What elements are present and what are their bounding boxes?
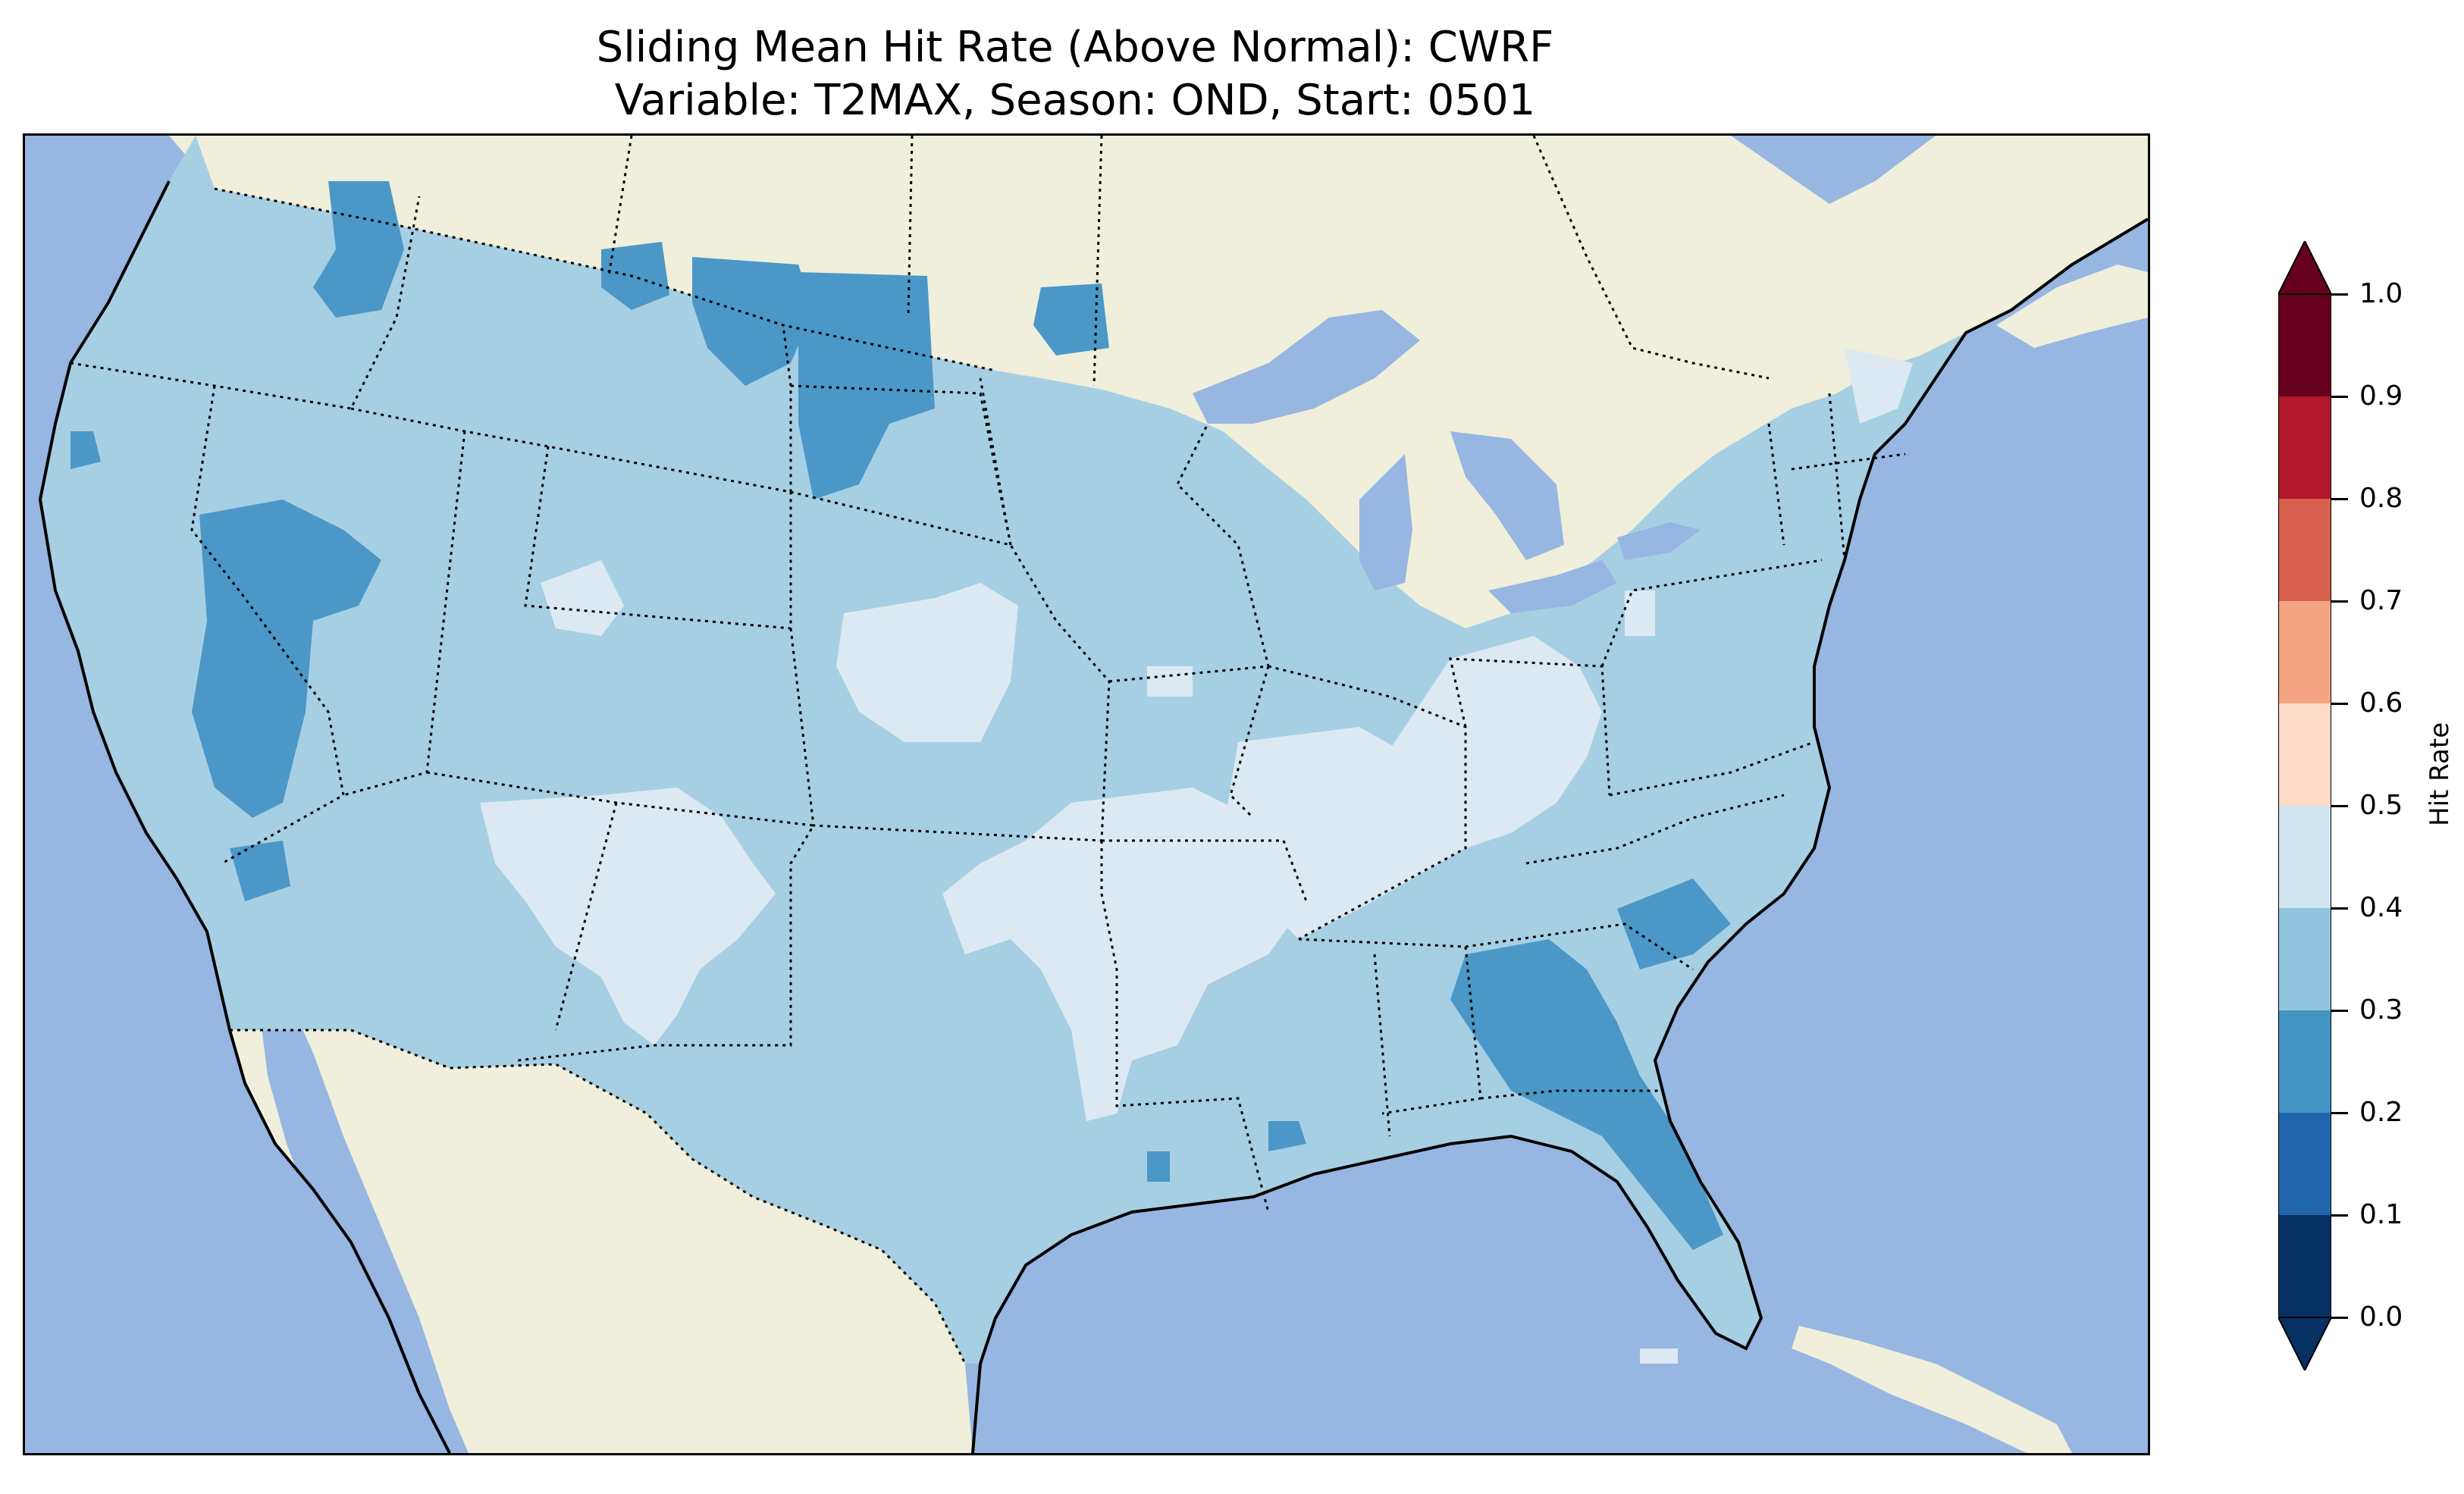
colorbar-tick-label: 1.0 <box>2359 278 2403 309</box>
colorbar-level-0.9-1.0 <box>2278 294 2331 396</box>
colorbar-tick-label: 0.7 <box>2359 585 2403 616</box>
nova-scotia-land <box>1996 265 2148 348</box>
colorbar-level-0.5-0.6 <box>2278 703 2331 806</box>
low-hit-rate-patches <box>71 181 1731 1250</box>
colorbar-under-extension <box>2278 1317 2331 1370</box>
colorbar-level-0.0-0.1 <box>2278 1215 2331 1317</box>
colorbar-outline <box>2278 293 2331 1318</box>
country-border <box>214 187 996 1364</box>
coastline <box>38 180 2148 1453</box>
cuba-land <box>1792 1326 2072 1453</box>
colorbar-tick-mark <box>2331 600 2348 603</box>
colorbar-level-0.4-0.5 <box>2278 806 2331 908</box>
great-lakes <box>1193 310 1701 613</box>
colorbar-tick-mark <box>2331 703 2348 705</box>
colorbar-tick-mark <box>2331 293 2348 296</box>
colorbar-tick-mark <box>2331 396 2348 398</box>
canada-province-borders <box>607 136 1770 387</box>
colorbar-label: Hit Rate <box>2425 722 2455 826</box>
title-line-1: Sliding Mean Hit Rate (Above Normal): CW… <box>596 23 1554 72</box>
colorbar-tick-mark <box>2331 805 2348 807</box>
colorbar-level-0.7-0.8 <box>2278 499 2331 601</box>
colorbar-tick-label: 0.9 <box>2359 381 2403 412</box>
colorbar-level-0.6-0.7 <box>2278 601 2331 703</box>
colorbar-over-extension <box>2278 241 2331 295</box>
colorbar-tick-label: 0.8 <box>2359 483 2403 514</box>
colorbar-tick-label: 0.3 <box>2359 994 2403 1026</box>
colorbar-tick-mark <box>2331 907 2348 910</box>
colorbar-levels <box>2278 294 2331 1317</box>
colorbar-level-0.1-0.2 <box>2278 1113 2331 1215</box>
title-line-2: Variable: T2MAX, Season: OND, Start: 050… <box>614 76 1536 125</box>
colorbar-tick-label: 0.0 <box>2359 1301 2403 1333</box>
colorbar-level-0.8-0.9 <box>2278 396 2331 499</box>
state-borders <box>70 196 1906 1213</box>
colorbar-tick-mark <box>2331 1010 2348 1012</box>
colorbar-tick-mark <box>2331 1317 2348 1319</box>
colorbar-tick-label: 0.4 <box>2359 892 2403 923</box>
map-canvas <box>25 136 2148 1453</box>
colorbar-tick-mark <box>2331 1214 2348 1217</box>
colorbar-tick-mark <box>2331 498 2348 500</box>
colorbar-tick-mark <box>2331 1112 2348 1114</box>
map-panel <box>23 133 2150 1455</box>
colorbar-tick-label: 0.2 <box>2359 1097 2403 1128</box>
high-hit-rate-patches <box>480 348 1913 1364</box>
baja-gulf <box>260 977 469 1453</box>
usa-land <box>40 136 1966 1364</box>
colorbar-level-0.3-0.4 <box>2278 908 2331 1010</box>
colorbar <box>2278 241 2331 1370</box>
colorbar-tick-label: 0.6 <box>2359 687 2403 719</box>
colorbar-tick-label: 0.1 <box>2359 1199 2403 1230</box>
colorbar-level-0.2-0.3 <box>2278 1010 2331 1113</box>
map-title: Sliding Mean Hit Rate (Above Normal): CW… <box>0 21 2150 127</box>
colorbar-tick-label: 0.5 <box>2359 790 2403 821</box>
